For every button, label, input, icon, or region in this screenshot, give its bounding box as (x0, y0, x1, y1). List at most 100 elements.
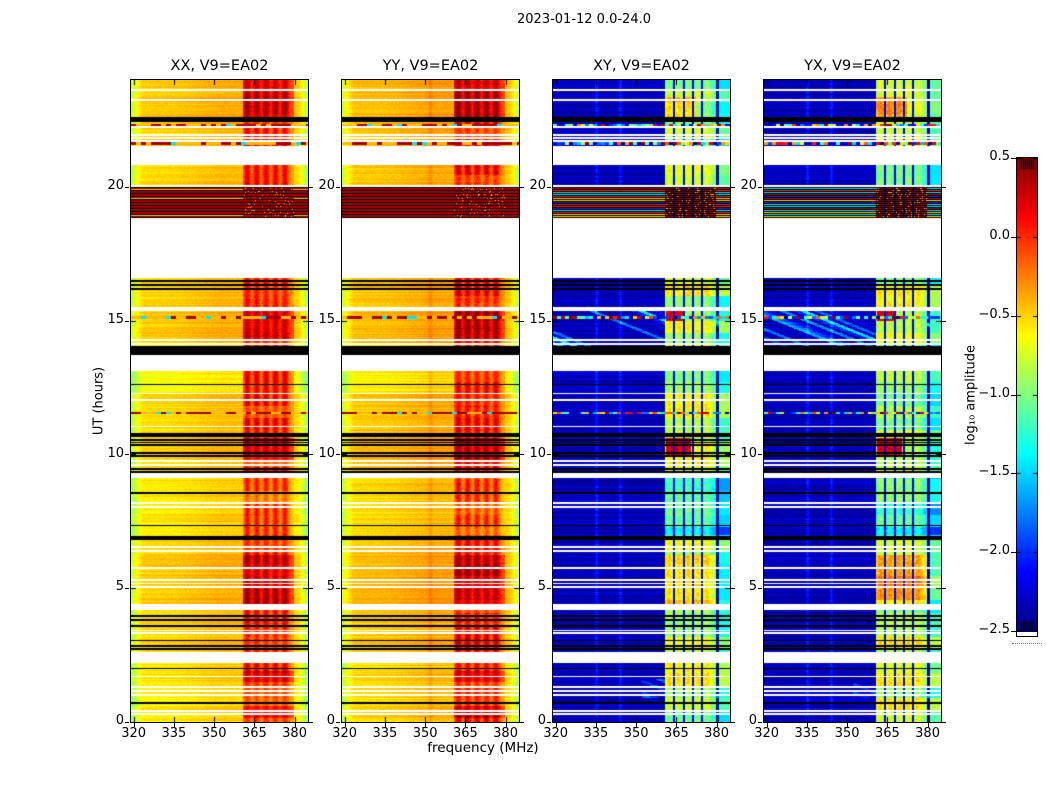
x-tick-mark (295, 723, 296, 727)
panel-yx (763, 79, 942, 723)
colorbar-gradient (1017, 158, 1037, 632)
colorbar-tick-label: −0.5 (978, 306, 1010, 322)
y-tick-label: 15 (529, 311, 546, 327)
x-tick-mark (174, 723, 175, 727)
y-tick-label: 15 (318, 311, 335, 327)
y-tick-mark (758, 588, 762, 589)
y-tick-label: 20 (529, 178, 546, 193)
y-tick-mark (731, 454, 735, 455)
y-tick-mark (942, 454, 946, 455)
colorbar-tick-mark (1011, 158, 1016, 159)
y-tick-mark (731, 321, 735, 322)
x-tick-label: 335 (583, 726, 609, 741)
x-tick-label: 380 (704, 726, 729, 741)
y-tick-mark (309, 321, 313, 322)
colorbar-tick-mark (1011, 473, 1016, 474)
y-tick-label: 5 (326, 579, 335, 595)
y-tick-label: 0 (115, 713, 124, 728)
colorbar-tick-mark (1011, 237, 1016, 238)
y-tick-label: 0 (537, 713, 546, 728)
x-tick-mark (847, 723, 848, 727)
y-tick-label: 10 (740, 445, 757, 461)
y-tick-mark (547, 454, 551, 455)
x-tick-mark (506, 723, 507, 727)
panel-xx (130, 79, 309, 723)
panel-title-xy: XY, V9=EA02 (593, 58, 690, 74)
y-tick-mark (336, 454, 340, 455)
x-tick-label: 365 (874, 726, 900, 741)
y-tick-label: 5 (748, 579, 757, 595)
x-tick-label: 335 (794, 726, 820, 741)
y-tick-mark (309, 454, 313, 455)
y-tick-label: 15 (740, 311, 757, 327)
x-tick-label: 320 (332, 726, 358, 741)
y-tick-label: 0 (326, 713, 335, 728)
x-tick-label: 320 (543, 726, 569, 741)
y-tick-mark (731, 588, 735, 589)
x-axis-label: frequency (MHz) (427, 740, 539, 756)
y-tick-mark (731, 187, 735, 188)
x-tick-mark (556, 723, 557, 727)
y-tick-mark (731, 722, 735, 723)
x-tick-label: 350 (412, 726, 438, 741)
x-tick-label: 350 (623, 726, 649, 741)
colorbar-tick-mark (1011, 395, 1016, 396)
x-tick-mark (345, 723, 346, 727)
x-tick-label: 350 (834, 726, 860, 741)
panel-yy (341, 79, 520, 723)
colorbar-extend-dots (1012, 643, 1042, 644)
heatmap-canvas-yx (764, 80, 941, 722)
x-tick-mark (134, 723, 135, 727)
y-tick-label: 20 (107, 178, 124, 193)
x-tick-label: 365 (452, 726, 478, 741)
y-tick-mark (309, 722, 313, 723)
colorbar-tick-mark (1011, 631, 1016, 632)
y-tick-label: 10 (529, 445, 546, 461)
y-tick-mark (942, 321, 946, 322)
figure-title: 2023-01-12 0.0-24.0 (517, 12, 651, 27)
x-tick-mark (465, 723, 466, 727)
y-tick-label: 10 (318, 445, 335, 461)
colorbar-tick-label: −1.0 (978, 385, 1010, 401)
x-tick-label: 320 (121, 726, 147, 741)
y-tick-mark (125, 321, 129, 322)
colorbar-tick-label: 0.5 (989, 149, 1010, 164)
y-tick-mark (309, 588, 313, 589)
y-tick-label: 20 (740, 178, 757, 193)
x-tick-label: 380 (493, 726, 518, 741)
y-tick-mark (520, 588, 524, 589)
y-tick-mark (336, 722, 340, 723)
x-tick-mark (887, 723, 888, 727)
y-tick-mark (520, 722, 524, 723)
y-tick-mark (520, 454, 524, 455)
colorbar-tick-label: −1.5 (978, 464, 1010, 480)
y-tick-mark (547, 187, 551, 188)
x-tick-mark (676, 723, 677, 727)
colorbar-tick-label: −2.0 (978, 543, 1010, 559)
y-tick-mark (309, 187, 313, 188)
colorbar (1016, 157, 1038, 637)
heatmap-canvas-xx (131, 80, 308, 722)
x-tick-label: 380 (915, 726, 940, 741)
y-tick-label: 10 (107, 445, 124, 461)
panel-title-xx: XX, V9=EA02 (170, 58, 269, 74)
panel-xy (552, 79, 731, 723)
x-tick-label: 335 (161, 726, 187, 741)
panel-title-yx: YX, V9=EA02 (804, 58, 901, 74)
x-tick-label: 380 (282, 726, 307, 741)
y-tick-mark (758, 321, 762, 322)
y-tick-label: 5 (537, 579, 546, 595)
y-tick-label: 0 (748, 713, 757, 728)
colorbar-tick-mark (1011, 552, 1016, 553)
x-tick-mark (425, 723, 426, 727)
y-tick-mark (125, 454, 129, 455)
x-tick-label: 365 (663, 726, 689, 741)
y-tick-label: 5 (115, 579, 124, 595)
heatmap-canvas-yy (342, 80, 519, 722)
y-tick-mark (942, 588, 946, 589)
y-tick-mark (125, 588, 129, 589)
x-tick-label: 350 (201, 726, 227, 741)
y-tick-mark (547, 321, 551, 322)
colorbar-tick-mark (1011, 316, 1016, 317)
